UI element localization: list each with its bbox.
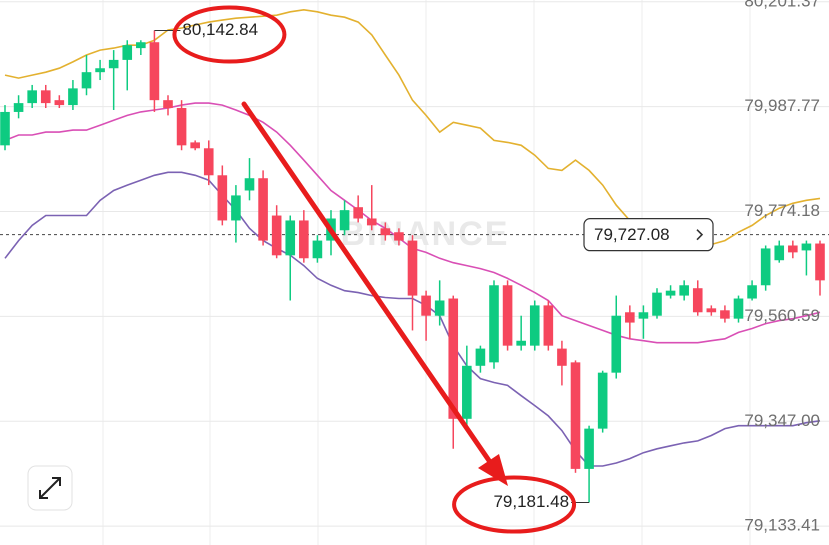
candle-body — [625, 312, 635, 323]
candle-body — [638, 312, 649, 319]
candle-body — [312, 240, 323, 259]
candle-body — [353, 207, 363, 219]
candle-body — [543, 305, 554, 346]
candle-body — [366, 218, 377, 226]
candle-body — [747, 285, 757, 299]
candle-body — [13, 103, 24, 112]
candle-body — [27, 90, 37, 104]
candle-body — [203, 148, 214, 176]
candle-body — [339, 210, 350, 231]
candle-body — [81, 72, 92, 89]
chevron-icon — [696, 229, 704, 241]
candle-body — [380, 228, 391, 236]
candle-body — [557, 348, 567, 366]
y-tick-label: 79,560.59 — [744, 306, 820, 325]
candle-body — [597, 372, 608, 429]
candle-body — [122, 45, 133, 60]
low-label: 79,181.48 — [493, 492, 569, 511]
candle-body — [244, 178, 255, 191]
candle-body — [788, 245, 798, 253]
candle-body — [95, 68, 105, 73]
highlight-ring — [452, 475, 577, 534]
candle-body — [190, 142, 200, 149]
highlight-ring — [172, 5, 287, 64]
candle-body — [652, 292, 662, 316]
candle-body — [421, 295, 431, 316]
candle-body — [665, 290, 676, 296]
candle-body — [299, 220, 309, 259]
candle-body — [448, 298, 459, 419]
candle-body — [692, 288, 703, 313]
candle-body — [163, 100, 173, 109]
candle-body — [720, 310, 730, 319]
candle-body — [774, 245, 785, 261]
vertical-grid — [102, 0, 751, 545]
high-label: 80,142.84 — [182, 20, 258, 39]
candle-body — [679, 285, 689, 296]
candle-body — [149, 42, 160, 101]
candle-body — [285, 220, 296, 256]
candle-body — [258, 178, 268, 241]
y-tick-label: 80,201.37 — [744, 0, 820, 10]
candle-body — [760, 248, 771, 286]
candle-body — [0, 111, 10, 146]
candle-body — [54, 100, 65, 106]
candle-body — [489, 285, 499, 363]
candle-body — [516, 340, 526, 346]
last-price-label: 79,727.08 — [594, 225, 670, 244]
candle-body — [706, 308, 717, 313]
candle-body — [231, 195, 241, 221]
candle-body — [136, 42, 146, 49]
y-tick-label: 79,987.77 — [744, 96, 820, 115]
candle-body — [462, 365, 472, 419]
candle-body — [68, 88, 78, 106]
candle-body — [570, 362, 581, 469]
arrow-shaft — [241, 101, 493, 465]
candle-body — [108, 59, 119, 69]
last-price-tag[interactable]: 79,727.08 — [583, 218, 714, 252]
expand-button[interactable] — [27, 465, 73, 511]
candle-body — [40, 90, 51, 104]
candle-body — [475, 348, 486, 366]
candle-body — [529, 305, 540, 346]
y-tick-label: 79,347.00 — [744, 411, 820, 430]
candle-body — [502, 285, 513, 346]
last-price-box — [583, 218, 714, 252]
candle-body — [176, 108, 187, 146]
y-tick-label: 79,133.41 — [744, 516, 820, 535]
watermark: BINANCE — [341, 215, 510, 253]
candle-body — [611, 315, 622, 373]
candle-body — [407, 240, 418, 296]
candle-body — [584, 428, 594, 469]
candle-body — [801, 243, 812, 251]
candle-body — [815, 243, 825, 281]
expand-icon — [39, 477, 61, 499]
candle-body — [394, 232, 404, 241]
candle-body — [733, 298, 744, 319]
candle-body — [271, 215, 282, 256]
y-tick-label: 79,774.18 — [744, 201, 820, 220]
candle-body — [217, 175, 228, 221]
candle-body — [434, 300, 445, 316]
